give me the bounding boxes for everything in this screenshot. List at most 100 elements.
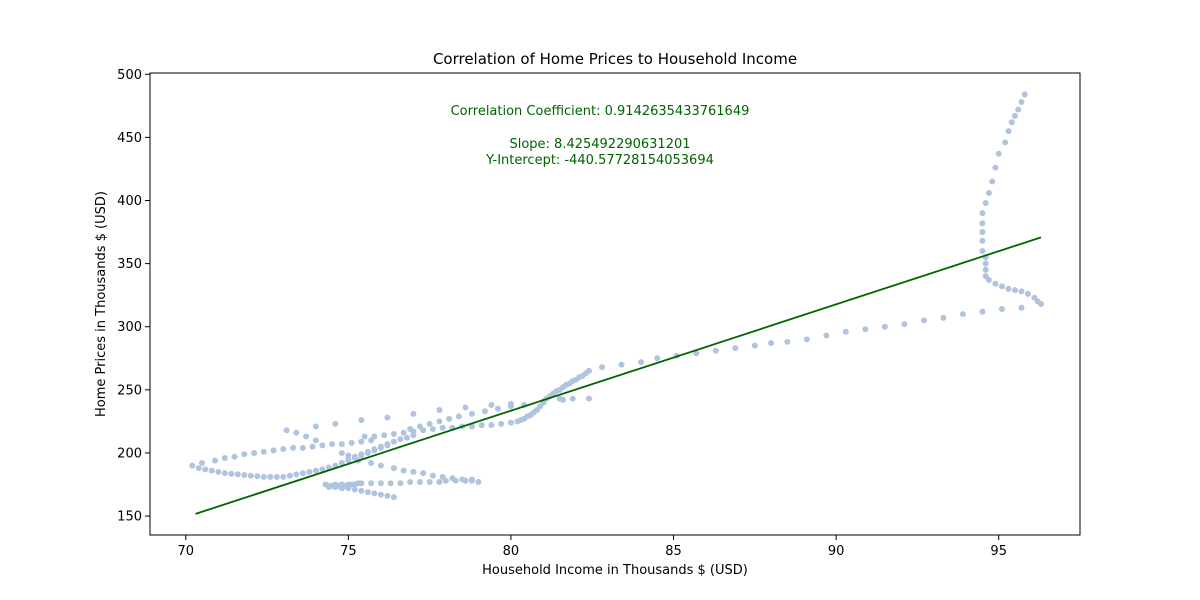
data-point — [390, 438, 397, 445]
x-axis-ticks: 70 75 80 85 90 95 — [177, 535, 1007, 559]
data-point — [189, 462, 196, 469]
data-point — [358, 438, 365, 445]
data-point — [881, 323, 888, 330]
data-point — [995, 150, 1002, 157]
data-point — [784, 338, 791, 345]
data-point — [475, 478, 482, 485]
data-point — [280, 473, 287, 480]
y-tick-label: 350 — [117, 257, 142, 272]
data-point — [384, 441, 391, 448]
data-point — [507, 419, 514, 426]
regression-line-layer — [195, 236, 1042, 515]
data-point — [468, 423, 475, 430]
data-point — [329, 441, 336, 448]
data-point — [494, 405, 501, 412]
data-point — [416, 478, 423, 485]
data-point — [979, 220, 986, 227]
data-point — [407, 425, 414, 432]
data-point — [439, 473, 446, 480]
data-point — [1018, 304, 1025, 311]
data-point — [1005, 285, 1012, 292]
data-point — [407, 478, 414, 485]
data-point — [345, 452, 352, 459]
data-point — [312, 467, 319, 474]
data-point — [338, 449, 345, 456]
data-point — [982, 200, 989, 207]
data-point — [195, 465, 202, 472]
data-point — [390, 494, 397, 501]
data-point — [241, 472, 248, 479]
y-tick-label: 200 — [117, 446, 142, 461]
data-point — [436, 407, 443, 414]
data-point — [368, 480, 375, 487]
data-point — [488, 401, 495, 408]
data-point — [228, 470, 235, 477]
data-point — [221, 455, 228, 461]
data-point — [280, 446, 287, 453]
data-point — [260, 448, 267, 455]
data-point — [436, 478, 443, 485]
data-point — [979, 308, 986, 315]
data-point — [751, 342, 758, 349]
data-point — [1002, 139, 1009, 146]
data-point — [429, 472, 436, 479]
data-point — [982, 260, 989, 267]
data-point — [478, 422, 485, 429]
data-point — [247, 472, 254, 479]
annotation-correlation: Correlation Coefficient: 0.9142635433761… — [451, 104, 750, 119]
data-point — [429, 425, 436, 432]
data-point — [312, 437, 319, 444]
x-tick-label: 70 — [177, 544, 194, 559]
data-point — [371, 433, 378, 440]
data-point — [598, 364, 605, 371]
data-point — [283, 427, 290, 434]
data-point — [455, 413, 462, 420]
y-tick-label: 150 — [117, 510, 142, 525]
data-point — [199, 460, 206, 467]
data-point — [351, 486, 358, 493]
data-point — [361, 433, 368, 440]
y-axis-ticks: 150 200 250 300 350 400 450 500 — [117, 68, 150, 525]
plot-frame — [149, 72, 1081, 536]
y-axis-label: Home Prices in Thousands $ (USD) — [94, 191, 109, 417]
data-point — [618, 361, 625, 368]
data-point — [712, 347, 719, 354]
data-point — [449, 475, 456, 482]
data-point — [364, 448, 371, 455]
y-tick-label: 250 — [117, 383, 142, 398]
data-point — [260, 473, 267, 480]
data-point — [234, 471, 241, 478]
data-point — [959, 311, 966, 318]
data-point — [803, 336, 810, 343]
data-point — [212, 457, 219, 464]
data-point — [979, 237, 986, 244]
data-point — [286, 472, 293, 479]
data-point — [979, 210, 986, 217]
data-point — [387, 480, 394, 487]
data-point — [1008, 119, 1015, 126]
data-point — [384, 414, 391, 421]
data-point — [732, 345, 739, 352]
data-point — [208, 467, 215, 474]
y-tick-label: 500 — [117, 68, 142, 83]
y-tick-label: 300 — [117, 320, 142, 335]
data-point — [371, 446, 378, 453]
data-point — [306, 468, 313, 475]
data-point — [325, 484, 332, 491]
data-point — [654, 355, 661, 362]
data-point — [410, 410, 417, 417]
x-tick-label: 75 — [340, 544, 357, 559]
data-point — [940, 314, 947, 321]
data-point — [982, 266, 989, 273]
data-point — [768, 340, 775, 347]
data-point — [992, 280, 999, 287]
data-point — [1011, 112, 1018, 119]
data-point — [989, 178, 996, 185]
data-point — [381, 432, 388, 439]
x-tick-label: 80 — [503, 544, 520, 559]
data-point — [985, 277, 992, 284]
data-point — [481, 408, 488, 415]
data-point — [979, 229, 986, 236]
data-point — [254, 473, 261, 480]
